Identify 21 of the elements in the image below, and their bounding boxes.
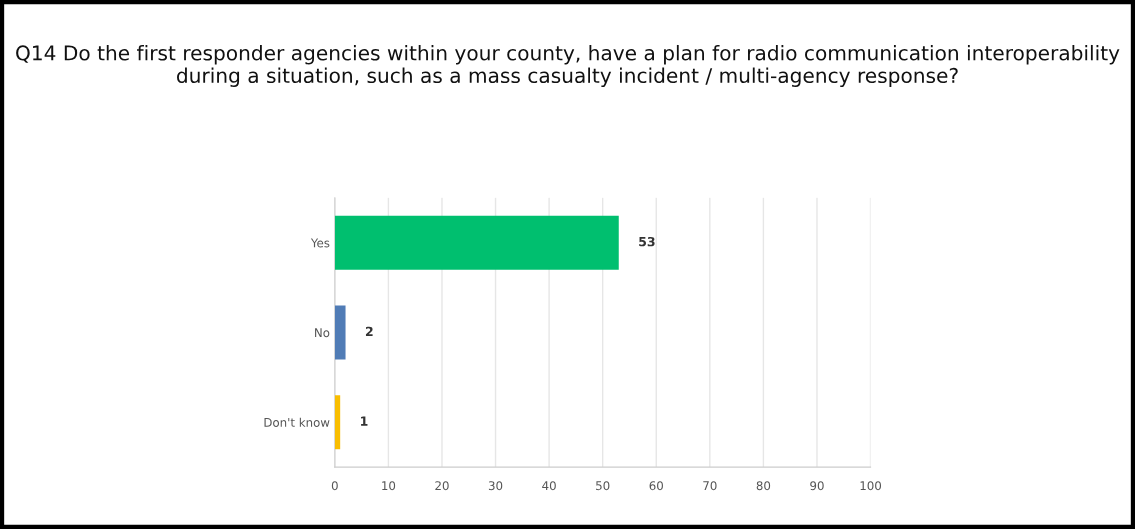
y-tick-label: No: [315, 328, 330, 338]
x-tick-label: 10: [382, 481, 396, 491]
data-label: 53: [639, 236, 655, 247]
x-tick-label: 80: [756, 481, 771, 491]
x-tick-label: 50: [596, 481, 610, 491]
x-tick-label: 60: [649, 481, 663, 491]
bar: [334, 305, 346, 360]
x-tick-label: 70: [703, 481, 717, 491]
x-tick-label: 40: [542, 481, 556, 491]
data-label: 1: [361, 416, 368, 426]
chart-title: Q14 Do the first responder agencies within your county, have a plan for radio communication interoperability during a situation, such as a mass casualty incident / multi-agency response?: [16, 44, 1120, 88]
x-tick-label: 0: [331, 481, 338, 491]
x-tick-label: 20: [435, 481, 449, 491]
x-tick-label: 30: [488, 481, 503, 491]
x-tick-label: 90: [810, 481, 824, 491]
y-tick-label: Yes: [310, 238, 330, 248]
y-tick-label: Don't know: [264, 417, 330, 427]
data-label: 2: [365, 326, 373, 336]
bar: [334, 395, 341, 450]
x-tick-label: 100: [860, 481, 882, 491]
bar: [334, 215, 619, 270]
